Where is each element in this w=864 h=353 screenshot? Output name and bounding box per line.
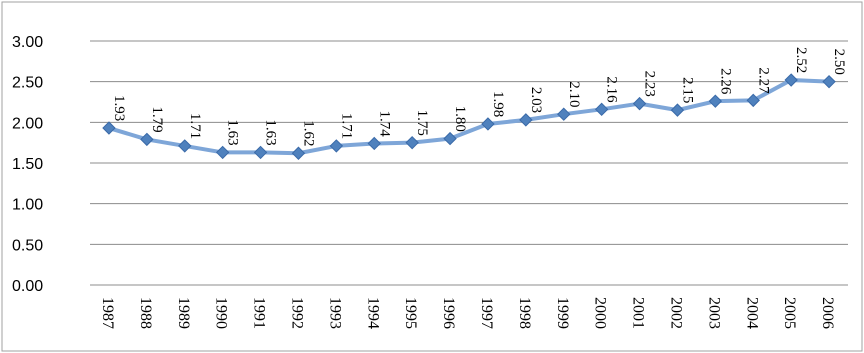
data-label: 1.71 <box>187 113 203 139</box>
data-label: 2.10 <box>566 81 582 107</box>
data-label: 2.16 <box>604 76 620 103</box>
data-label: 2.26 <box>717 68 733 95</box>
data-point-marker <box>519 113 533 127</box>
x-tick-label: 2002 <box>667 297 684 329</box>
y-tick-label: 2.50 <box>12 75 43 92</box>
x-tick-label: 1987 <box>99 297 116 329</box>
x-tick-label: 2001 <box>630 297 647 329</box>
data-point-marker <box>291 146 306 160</box>
x-tick-label: 2003 <box>705 297 722 329</box>
x-tick-label: 2006 <box>819 297 836 329</box>
y-tick-label: 3.00 <box>12 34 43 51</box>
data-point-marker <box>329 139 344 153</box>
data-point-marker <box>253 145 268 160</box>
x-tick-label: 1996 <box>440 297 457 329</box>
data-point-marker <box>140 132 154 147</box>
data-point-marker <box>405 135 419 150</box>
x-tick-label: 2004 <box>743 297 760 329</box>
data-label: 1.75 <box>414 110 430 136</box>
data-label: 2.15 <box>679 77 695 103</box>
x-tick-label: 1998 <box>516 297 533 329</box>
x-tick-label: 1991 <box>251 297 268 329</box>
x-tick-label: 1990 <box>213 297 230 329</box>
data-point-marker <box>708 94 723 108</box>
data-point-marker <box>746 93 760 108</box>
data-point-marker <box>367 136 381 151</box>
data-point-marker <box>102 121 116 135</box>
data-label: 2.52 <box>793 47 809 73</box>
y-tick-label: 2.00 <box>12 115 43 132</box>
data-point-marker <box>557 107 571 121</box>
data-labels: 1.93 1.79 1.71 1.63 1.63 1.62 1.71 1.74 1.75 1.80… <box>111 47 847 146</box>
y-tick-label: 1.00 <box>12 197 43 214</box>
data-point-marker <box>178 139 192 153</box>
data-point-marker <box>822 74 836 89</box>
x-tick-label: 1993 <box>326 297 343 329</box>
data-label: 1.63 <box>263 119 279 145</box>
x-tick-label: 1992 <box>288 297 305 329</box>
y-tick-label: 0.00 <box>12 278 43 295</box>
data-label: 1.80 <box>452 106 468 132</box>
x-tick-label: 1995 <box>402 297 419 329</box>
x-tick-label: 1999 <box>554 297 571 329</box>
y-axis-tick-labels: 0.00 0.50 1.00 1.50 2.00 2.50 3.00 <box>12 34 43 295</box>
data-point-marker <box>443 131 457 146</box>
data-label: 1.63 <box>225 119 241 145</box>
x-axis-tick-labels: 1987 1988 1989 1990 1991 1992 1993 1994 1995 1996… <box>99 297 836 329</box>
data-label: 1.71 <box>338 113 354 139</box>
x-tick-label: 1989 <box>175 297 192 329</box>
data-point-marker <box>784 73 798 87</box>
data-point-marker <box>481 117 495 131</box>
data-label: 2.03 <box>528 87 544 113</box>
x-tick-label: 1997 <box>478 297 495 329</box>
data-point-marker <box>670 103 685 117</box>
data-point-marker <box>594 102 609 117</box>
y-tick-label: 0.50 <box>12 237 43 254</box>
data-label: 2.27 <box>755 67 771 94</box>
data-label: 1.93 <box>111 95 127 121</box>
data-label: 2.50 <box>831 49 847 75</box>
x-tick-label: 2005 <box>781 297 798 329</box>
data-label: 2.23 <box>642 71 658 97</box>
data-label: 1.62 <box>300 120 316 146</box>
data-label: 1.98 <box>490 91 506 117</box>
y-tick-label: 1.50 <box>12 156 43 173</box>
gridlines <box>90 40 848 286</box>
data-label: 1.79 <box>149 106 165 132</box>
series-markers <box>102 73 836 160</box>
x-tick-label: 1994 <box>364 297 381 329</box>
x-tick-label: 2000 <box>592 297 609 329</box>
x-tick-label: 1988 <box>137 297 154 329</box>
data-point-marker <box>215 145 230 160</box>
data-label: 1.74 <box>376 110 392 137</box>
data-point-marker <box>632 96 647 111</box>
